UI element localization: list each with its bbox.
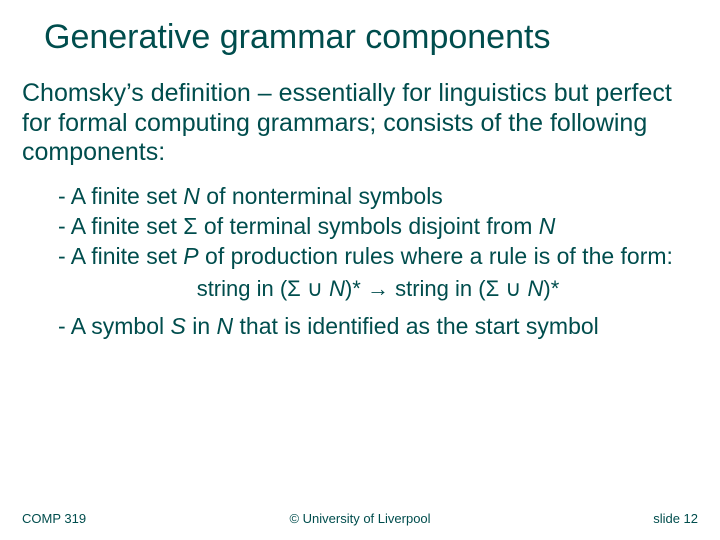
bullet-item: - A finite set Σ of terminal symbols dis…: [58, 212, 698, 240]
footer-copyright: © University of Liverpool: [289, 511, 430, 526]
bullet-text: A finite set: [71, 183, 184, 209]
bullet-dash: -: [58, 213, 71, 239]
rule-lhs: )*: [345, 276, 361, 301]
bullet-item: - A finite set P of production rules whe…: [58, 242, 698, 270]
intro-paragraph: Chomsky’s definition – essentially for l…: [22, 79, 698, 168]
bullet-text: in: [186, 313, 217, 339]
bullet-text: of production rules where a rule is of t…: [199, 243, 673, 269]
bullet-text: A finite set Σ of terminal symbols disjo…: [71, 213, 539, 239]
rule-arrow: →: [361, 276, 395, 301]
rule-lhs-ital: N: [329, 276, 345, 301]
footer-course-code: COMP 319: [22, 511, 86, 526]
bullet-dash: -: [58, 243, 71, 269]
bullet-ital: N: [217, 313, 234, 339]
bullet-ital: S: [171, 313, 186, 339]
bullet-text: A symbol: [71, 313, 171, 339]
rule-rhs: )*: [543, 276, 559, 301]
bullet-dash: -: [58, 183, 71, 209]
rule-rhs: string in (Σ ∪: [395, 276, 527, 301]
footer-slide-number: slide 12: [653, 511, 698, 526]
production-rule-form: string in (Σ ∪ N)* → string in (Σ ∪ N)*: [58, 276, 698, 302]
bullet-list: - A finite set N of nonterminal symbols …: [22, 182, 698, 340]
slide: Generative grammar components Chomsky’s …: [0, 0, 720, 540]
bullet-text: A finite set: [71, 243, 184, 269]
footer: COMP 319 © University of Liverpool slide…: [0, 511, 720, 526]
bullet-item: - A finite set N of nonterminal symbols: [58, 182, 698, 210]
bullet-text: that is identified as the start symbol: [233, 313, 599, 339]
bullet-ital: P: [183, 243, 198, 269]
rule-rhs-ital: N: [528, 276, 544, 301]
bullet-dash: -: [58, 313, 71, 339]
bullet-ital: N: [183, 183, 200, 209]
bullet-item: - A symbol S in N that is identified as …: [58, 312, 698, 340]
slide-title: Generative grammar components: [22, 18, 698, 57]
bullet-ital: N: [539, 213, 556, 239]
bullet-text: of nonterminal symbols: [200, 183, 443, 209]
rule-lhs: string in (Σ ∪: [197, 276, 329, 301]
